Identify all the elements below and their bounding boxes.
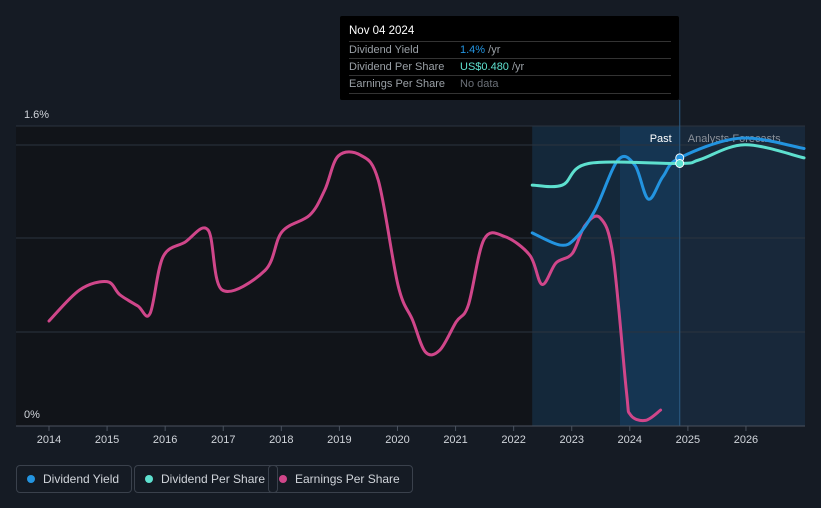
tooltip-row-eps: Earnings Per Share No data <box>349 75 671 94</box>
dividend-per-share-marker <box>675 159 685 168</box>
past-label: Past <box>650 133 672 145</box>
x-tick-label: 2018 <box>269 434 293 446</box>
x-tick-label: 2020 <box>385 434 409 446</box>
x-tick-label: 2022 <box>501 434 525 446</box>
legend-label: Dividend Per Share <box>161 472 266 486</box>
tooltip-row-yield: Dividend Yield 1.4% /yr <box>349 41 671 59</box>
forecast-region <box>679 126 805 426</box>
legend-label: Dividend Yield <box>43 472 120 486</box>
tooltip-label: Dividend Yield <box>349 44 419 56</box>
legend-dividend-per-share[interactable]: Dividend Per Share <box>134 465 279 493</box>
series-line-dividend-yield <box>530 136 806 247</box>
y-label-top: 1.6% <box>24 109 49 121</box>
tooltip-unit: /yr <box>485 44 501 56</box>
x-tick-label: 2026 <box>734 434 758 446</box>
x-tick-label: 2024 <box>618 434 642 446</box>
x-tick-label: 2016 <box>153 434 177 446</box>
legend-earnings-per-share[interactable]: Earnings Per Share <box>268 465 413 493</box>
recent-highlight-region <box>620 126 680 426</box>
x-tick-label: 2017 <box>211 434 235 446</box>
x-tick-label: 2023 <box>559 434 583 446</box>
tooltip-row-dps: Dividend Per Share US$0.480 /yr <box>349 58 671 76</box>
x-tick-label: 2025 <box>676 434 700 446</box>
tooltip-value: 1.4% <box>460 44 486 56</box>
legend-dividend-yield[interactable]: Dividend Yield <box>16 465 133 493</box>
tooltip-value: No data <box>460 78 499 90</box>
legend-dot-icon <box>27 475 35 483</box>
tooltip-unit: /yr <box>508 61 525 73</box>
x-tick-label: 2019 <box>327 434 351 446</box>
tooltip-label: Earnings Per Share <box>349 78 445 90</box>
legend-dot-icon <box>145 475 153 483</box>
legend-dot-icon <box>279 475 287 483</box>
x-tick-label: 2014 <box>37 434 61 446</box>
tooltip-label: Dividend Per Share <box>349 61 445 73</box>
legend-label: Earnings Per Share <box>295 472 400 486</box>
tooltip-date: Nov 04 2024 <box>349 25 415 37</box>
past-background <box>16 126 533 426</box>
x-tick-label: 2015 <box>95 434 119 446</box>
tooltip: Nov 04 2024 Dividend Yield 1.4% /yr Divid… <box>340 16 679 100</box>
tooltip-value: US$0.480 <box>460 61 509 73</box>
y-label-bottom: 0% <box>24 409 40 421</box>
x-tick-label: 2021 <box>443 434 467 446</box>
